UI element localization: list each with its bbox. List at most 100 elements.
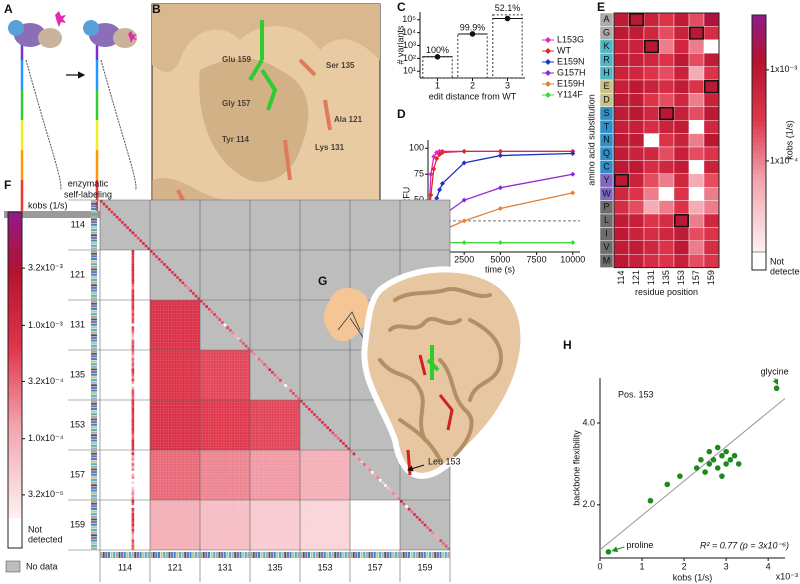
x-tick-label: 131: [646, 270, 656, 285]
aa-strip: [181, 552, 184, 558]
cell: [703, 93, 720, 108]
colorbar-step: [8, 384, 22, 389]
colorbar-step: [8, 273, 22, 278]
single-cell: [244, 344, 248, 348]
wt-line-cell: [131, 397, 135, 400]
single-cell: [210, 310, 214, 314]
aa-strip: [313, 552, 316, 558]
aa-strip: [91, 505, 97, 508]
aa-strip: [121, 552, 124, 558]
cell: [643, 79, 660, 94]
aa-strip: [423, 552, 426, 558]
aa-strip: [381, 552, 384, 558]
cell: [613, 39, 630, 54]
panel-label: E: [597, 0, 605, 14]
wt-line-cell: [131, 465, 135, 469]
aa-strip: [91, 352, 97, 355]
aa-strip: [91, 392, 97, 395]
aa-strip: [284, 552, 287, 558]
single-cell: [439, 539, 443, 543]
cell: [613, 173, 630, 188]
aa-strip: [91, 273, 97, 276]
aa-strip: [91, 221, 97, 224]
aa-strip: [91, 426, 97, 429]
aa-strip: [376, 552, 379, 558]
single-cell: [423, 523, 427, 527]
wt-line-cell: [131, 505, 135, 508]
point: [461, 160, 467, 166]
panel-label: F: [4, 178, 11, 192]
y-tick-label: 100: [409, 143, 424, 153]
wt-line-cell: [131, 500, 135, 503]
aa-strip: [91, 542, 97, 545]
aa-strip: [91, 313, 97, 316]
wt-line-cell: [131, 492, 135, 495]
wt-line-cell: [131, 536, 135, 540]
row-label: 135: [70, 369, 85, 379]
wt-line-cell: [131, 297, 135, 300]
wt-line-cell: [131, 355, 135, 358]
single-cell: [334, 434, 337, 437]
single-cell: [444, 544, 448, 548]
row-label: A: [603, 14, 609, 24]
single-cell: [184, 284, 187, 287]
colorbar-step: [752, 38, 766, 44]
single-cell: [278, 378, 282, 382]
x-tick-label: 1: [435, 80, 440, 90]
aa-strip: [368, 552, 371, 558]
aa-strip: [413, 552, 416, 558]
wt-line-cell: [131, 315, 135, 319]
aa-strip: [260, 552, 263, 558]
cell: [628, 119, 645, 134]
x-tick-label: 4: [766, 561, 771, 571]
aa-strip: [360, 552, 363, 558]
aa-strip: [163, 552, 166, 558]
col-label: 114: [118, 562, 132, 572]
wt-line-cell: [131, 531, 135, 535]
aa-strip: [91, 544, 97, 547]
aa-strip: [91, 394, 97, 397]
cell: [628, 93, 645, 108]
x-tick-label: 159: [706, 270, 716, 285]
aa-strip: [215, 552, 218, 558]
cell: [673, 200, 690, 215]
colorbar-step: [752, 74, 766, 79]
colorbar-step: [8, 437, 22, 442]
single-cell: [392, 492, 395, 495]
cell: [688, 119, 705, 134]
cell: [613, 106, 630, 121]
colorbar-step: [8, 510, 22, 515]
wt-line-cell: [131, 365, 135, 369]
aa-strip: [91, 497, 97, 500]
cell: [658, 93, 675, 108]
aa-strip: [91, 402, 97, 405]
cell: [643, 133, 660, 148]
aa-strip: [336, 552, 339, 558]
single-cell: [428, 528, 432, 532]
colorbar-step: [8, 277, 22, 282]
colorbar-step: [752, 244, 766, 249]
colorbar-step: [752, 173, 766, 178]
single-cell: [173, 273, 177, 277]
single-cell: [300, 400, 303, 403]
row-label: L: [604, 215, 609, 225]
aa-strip: [91, 521, 97, 524]
aa-strip: [91, 247, 97, 250]
row-label: 131: [70, 319, 85, 329]
aa-strip: [407, 552, 410, 558]
cell: [688, 12, 705, 27]
col-label: 157: [367, 562, 382, 572]
aa-strip: [91, 271, 97, 274]
colorbar-step: [752, 22, 766, 28]
point: [497, 153, 503, 159]
cell: [688, 186, 705, 201]
aa-strip: [91, 468, 97, 471]
aa-strip: [91, 257, 97, 260]
point: [677, 473, 683, 479]
aa-strip: [426, 552, 429, 558]
aa-strip: [173, 552, 176, 558]
aa-strip: [326, 552, 329, 558]
wt-line-cell: [131, 271, 135, 274]
total-box: [492, 14, 523, 79]
